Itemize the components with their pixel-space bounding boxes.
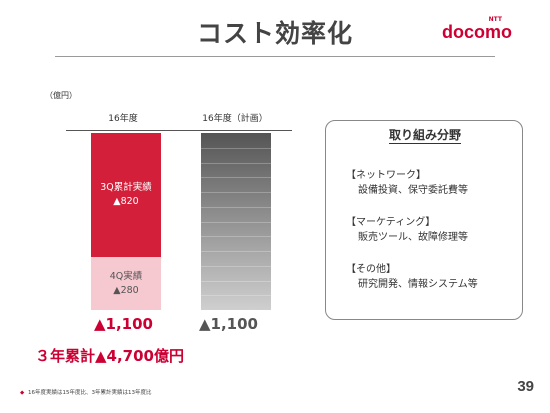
- plan-bar-band: [201, 251, 271, 252]
- category-network-head: 【ネットワーク】: [346, 170, 426, 181]
- plan-bar-band: [201, 177, 271, 178]
- total-actual: ▲1,100: [94, 315, 153, 333]
- title-divider: [55, 56, 495, 57]
- focus-areas-panel: 取り組み分野 【ネットワーク】 設備投資、保守委託費等 【マーケティング】 販売…: [325, 120, 523, 320]
- docomo-logo: NTT docomo: [442, 16, 512, 41]
- chart-baseline: [66, 130, 292, 131]
- category-marketing-head: 【マーケティング】: [346, 217, 436, 228]
- logo-wordmark: docomo: [442, 22, 512, 42]
- bar-4q-value: ▲280: [113, 284, 139, 296]
- chart-unit-label: （億円）: [45, 91, 77, 100]
- category-marketing: 【マーケティング】 販売ツール、故障修理等: [346, 215, 468, 245]
- plan-bar-band: [201, 266, 271, 267]
- category-network: 【ネットワーク】 設備投資、保守委託費等: [346, 168, 468, 198]
- page-number: 39: [517, 378, 534, 395]
- plan-bar-band: [201, 207, 271, 208]
- footnote: ◆ 16年度実績は15年度比、3年累計実績は13年度比: [20, 388, 151, 396]
- category-label-actual: 16年度: [108, 114, 138, 124]
- panel-title: 取り組み分野: [388, 128, 461, 144]
- bar-3q-cumulative: 3Q累計実績 ▲820: [91, 133, 161, 257]
- total-plan: ▲1,100: [199, 315, 258, 333]
- footnote-bullet-icon: ◆: [20, 390, 25, 396]
- bar-3q-label: 3Q累計実績: [100, 182, 152, 193]
- plan-bar-band: [201, 222, 271, 223]
- category-marketing-items: 販売ツール、故障修理等: [358, 232, 468, 243]
- plan-bar-band: [201, 163, 271, 164]
- category-other-head: 【その他】: [346, 264, 396, 275]
- plan-bar-band: [201, 281, 271, 282]
- category-other-items: 研究開発、情報システム等: [358, 279, 478, 290]
- plan-bar-band: [201, 236, 271, 237]
- logo-ntt-text: NTT: [488, 16, 502, 23]
- bar-4q-label: 4Q実績: [109, 270, 143, 282]
- plan-bar-band: [201, 295, 271, 296]
- category-label-plan: 16年度（計画）: [202, 114, 268, 124]
- bar-plan: [201, 133, 271, 310]
- footnote-text: 16年度実績は15年度比、3年累計実績は13年度比: [27, 390, 152, 396]
- plan-bar-band: [201, 192, 271, 193]
- slide-title: コスト効率化: [196, 19, 353, 48]
- bar-4q-actual: 4Q実績 ▲280: [91, 257, 161, 310]
- cumulative-total: ３年累計▲4,700億円: [35, 347, 184, 365]
- bar-3q-value: ▲820: [113, 196, 139, 207]
- plan-bar-band: [201, 148, 271, 149]
- category-other: 【その他】 研究開発、情報システム等: [346, 262, 478, 292]
- category-network-items: 設備投資、保守委託費等: [358, 185, 468, 196]
